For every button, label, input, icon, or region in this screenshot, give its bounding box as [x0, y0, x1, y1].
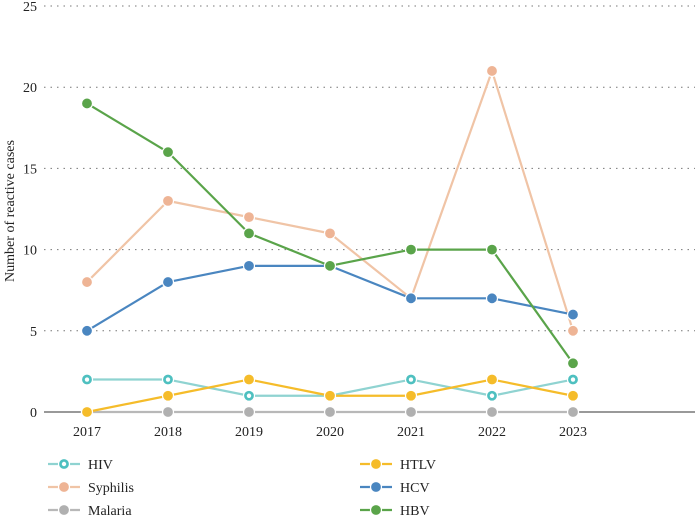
legend-label-malaria: Malaria	[88, 504, 132, 517]
data-point-htlv	[161, 389, 175, 402]
legend-marker-hbv	[369, 503, 383, 517]
legend-item-hiv: HIV	[48, 457, 113, 473]
data-point-hcv	[242, 259, 256, 272]
data-point-malaria	[242, 405, 256, 419]
series-line-hcv	[86, 264, 574, 332]
legend-marker-hcv	[369, 480, 383, 494]
y-tick-label: 5	[30, 325, 37, 340]
data-point-hcv	[80, 324, 94, 337]
y-tick-label: 0	[30, 406, 37, 421]
legend: HIV Syphilis Malaria HTLV HCV HBV	[48, 457, 436, 517]
x-tick-label: 2022	[478, 425, 506, 440]
axes: 0 5 10 15 20 25 2017 2018 2019 2020 2021 2022 2023	[23, 0, 695, 440]
legend-label-hiv: HIV	[88, 458, 113, 473]
data-point-malaria	[323, 405, 337, 419]
data-point-hbv	[242, 227, 256, 240]
data-point-htlv	[566, 389, 580, 402]
legend-marker-syphilis	[57, 480, 71, 494]
data-point-center-hiv	[246, 393, 252, 398]
legend-marker-htlv	[369, 457, 383, 471]
data-point-hbv	[404, 243, 418, 256]
data-point-hbv	[485, 243, 499, 256]
y-tick-label: 25	[23, 0, 37, 15]
legend-item-hbv: HBV	[360, 503, 430, 517]
data-point-malaria	[566, 405, 580, 419]
data-point-syphilis	[566, 324, 580, 337]
data-point-hcv	[404, 292, 418, 305]
legend-label-hbv: HBV	[400, 504, 430, 517]
legend-label-syphilis: Syphilis	[88, 481, 134, 496]
data-point-htlv	[80, 405, 94, 419]
data-point-syphilis	[323, 227, 337, 240]
grid-lines	[44, 5, 695, 332]
legend-item-hcv: HCV	[360, 480, 430, 496]
series-hbv	[80, 97, 580, 370]
data-point-center-hiv	[489, 393, 495, 398]
series-malaria	[80, 405, 580, 419]
x-tick-label: 2021	[397, 425, 425, 440]
data-point-htlv	[485, 373, 499, 386]
x-tick-label: 2019	[235, 425, 263, 440]
data-point-syphilis	[485, 64, 499, 78]
data-point-syphilis	[80, 275, 94, 289]
y-axis-title: Number of reactive cases	[3, 140, 18, 282]
data-point-hbv	[161, 146, 175, 159]
data-point-center-hiv	[408, 377, 414, 382]
x-tick-label: 2020	[316, 425, 344, 440]
series-syphilis	[80, 64, 580, 337]
data-point-hbv	[80, 97, 94, 110]
legend-marker-malaria	[57, 503, 71, 517]
data-point-hbv	[323, 259, 337, 272]
legend-label-htlv: HTLV	[400, 458, 436, 473]
x-tick-label: 2023	[559, 425, 587, 440]
data-point-malaria	[485, 405, 499, 419]
data-point-htlv	[323, 389, 337, 402]
data-point-malaria	[404, 405, 418, 419]
legend-item-htlv: HTLV	[360, 457, 436, 473]
data-point-malaria	[161, 405, 175, 419]
data-point-hcv	[485, 292, 499, 305]
data-point-hbv	[566, 357, 580, 370]
legend-item-syphilis: Syphilis	[48, 480, 134, 496]
data-point-center-hiv	[165, 377, 171, 382]
data-point-center-hiv	[84, 377, 90, 382]
data-point-syphilis	[242, 211, 256, 224]
x-tick-label: 2018	[154, 425, 182, 440]
legend-label-hcv: HCV	[400, 481, 430, 496]
series-line-syphilis	[86, 69, 575, 332]
y-tick-label: 20	[23, 81, 37, 96]
y-tick-label: 10	[23, 244, 37, 259]
x-tick-label: 2017	[73, 425, 101, 440]
legend-marker-center-hiv	[61, 461, 67, 467]
y-tick-label: 15	[23, 162, 37, 177]
series-layer	[80, 64, 580, 419]
data-point-htlv	[242, 373, 256, 386]
data-point-hcv	[161, 275, 175, 289]
data-point-hcv	[566, 308, 580, 321]
data-point-htlv	[404, 389, 418, 402]
series-htlv	[80, 373, 580, 419]
legend-item-malaria: Malaria	[48, 503, 132, 517]
data-point-syphilis	[161, 194, 175, 207]
data-point-center-hiv	[570, 377, 576, 382]
